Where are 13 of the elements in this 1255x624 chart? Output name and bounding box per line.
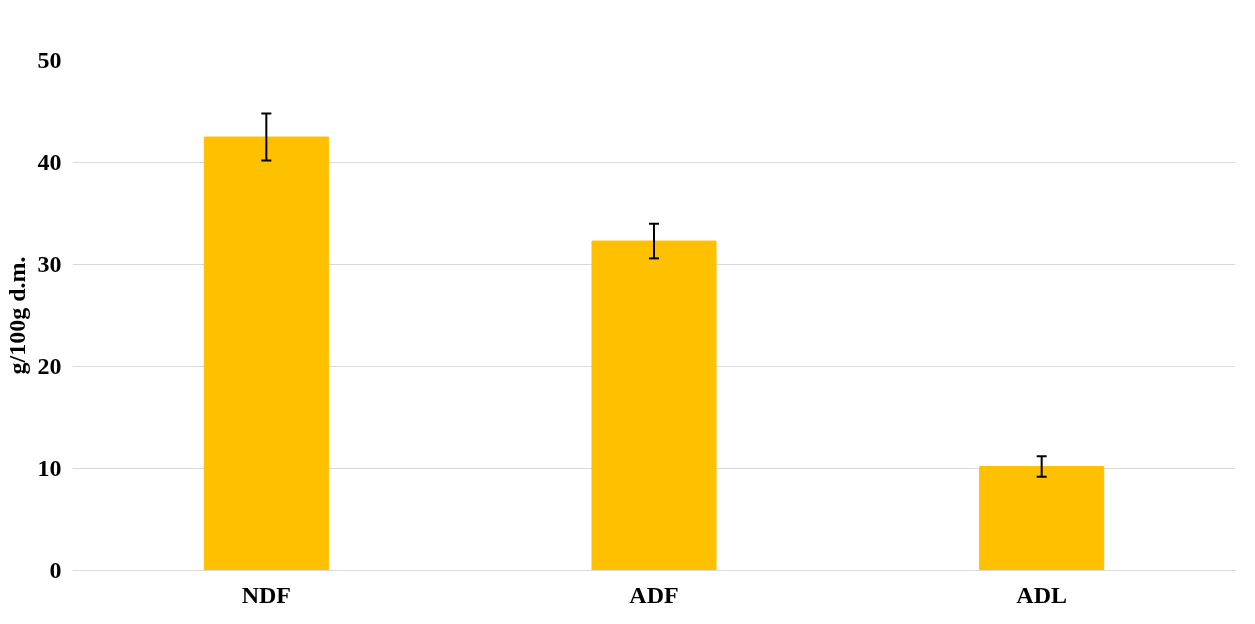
x-tick-label: NDF	[241, 581, 291, 608]
y-tick-label: 40	[37, 149, 62, 175]
bar	[591, 240, 717, 571]
y-tick-label: 0	[49, 557, 62, 583]
bar	[979, 465, 1105, 571]
y-tick-label: 50	[37, 47, 62, 73]
y-axis-title: g/100g d.m.	[3, 256, 30, 375]
x-tick-label: ADL	[1016, 581, 1067, 608]
x-tick-label: ADF	[629, 581, 679, 608]
y-tick-label: 30	[37, 251, 62, 277]
bar	[203, 136, 329, 571]
y-tick-label: 10	[37, 455, 62, 481]
y-tick-label: 20	[37, 353, 62, 379]
